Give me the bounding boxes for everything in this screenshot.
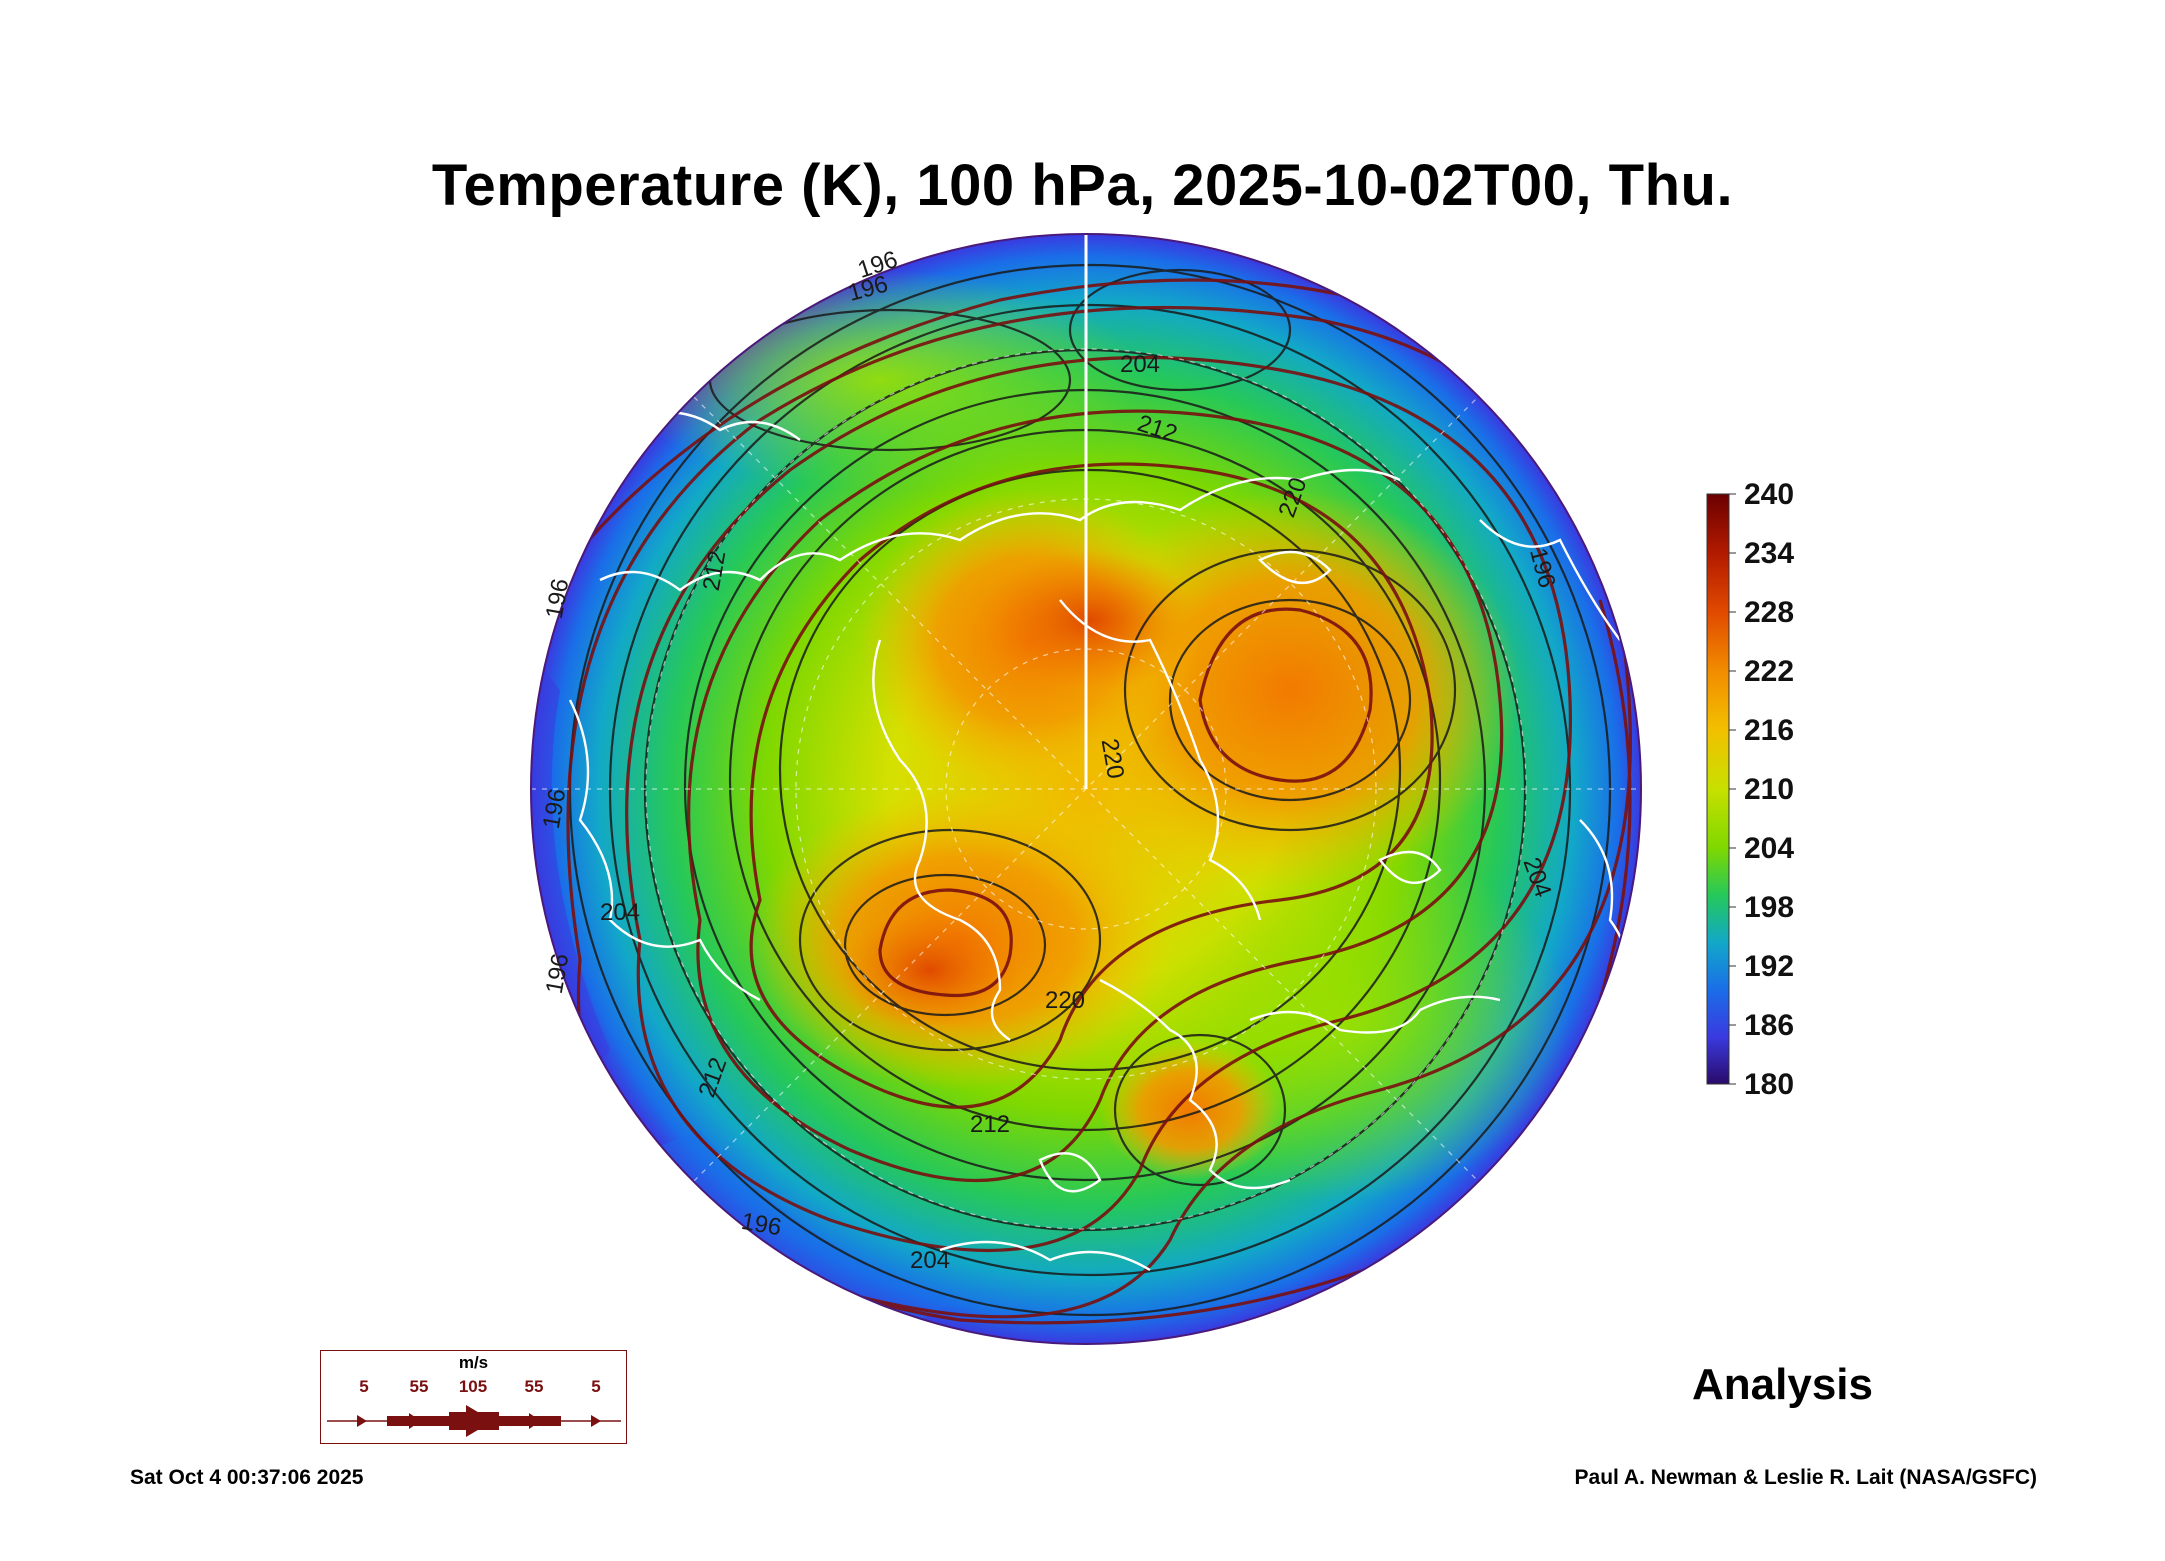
contour-label: 204 (600, 899, 640, 926)
wind-legend-speed: 5 (359, 1377, 369, 1396)
colorbar-tick-label: 210 (1744, 773, 1794, 806)
wind-speed-legend: m/s 5 55 105 55 5 (320, 1350, 627, 1444)
timestamp: Sat Oct 4 00:37:06 2025 (130, 1466, 364, 1489)
colorbar-tick-label: 186 (1744, 1009, 1794, 1042)
wind-legend-speed: 55 (409, 1377, 429, 1396)
credit: Paul A. Newman & Leslie R. Lait (NASA/GS… (1574, 1466, 2037, 1489)
contour-label: 204 (1120, 351, 1160, 378)
colorbar-tick-label: 216 (1744, 714, 1794, 747)
colorbar-tick-label: 192 (1744, 950, 1794, 983)
colorbar-ticks: 240 234 228 222 216 210 204 198 192 186 180 (1729, 478, 1794, 1101)
wind-legend-arrow (327, 1405, 621, 1437)
chart-title: Temperature (K), 100 hPa, 2025-10-02T00,… (431, 153, 1734, 218)
colorbar (1706, 493, 1730, 1085)
analysis-label: Analysis (1692, 1360, 1873, 1409)
temperature-field (531, 234, 1641, 1344)
contour-label: 220 (1045, 987, 1085, 1014)
contour-label: 204 (910, 1247, 950, 1274)
wind-legend-speed: 5 (591, 1377, 601, 1396)
colorbar-tick-label: 228 (1744, 596, 1794, 629)
contour-label: 212 (970, 1111, 1010, 1138)
contour-label: 196 (739, 1208, 783, 1242)
colorbar-tick-label: 180 (1744, 1068, 1794, 1101)
colorbar-tick-label: 222 (1744, 655, 1794, 688)
wind-legend-speed: 105 (458, 1377, 488, 1396)
wind-legend-speed: 55 (524, 1377, 544, 1396)
colorbar-tick-label: 234 (1744, 537, 1794, 570)
globe-outline (530, 233, 1642, 1345)
wind-legend-unit: m/s (458, 1353, 489, 1372)
colorbar-tick-label: 240 (1744, 478, 1794, 511)
colorbar-tick-label: 204 (1744, 832, 1794, 865)
colorbar-tick-label: 198 (1744, 891, 1794, 924)
coastlines (568, 410, 1630, 1272)
